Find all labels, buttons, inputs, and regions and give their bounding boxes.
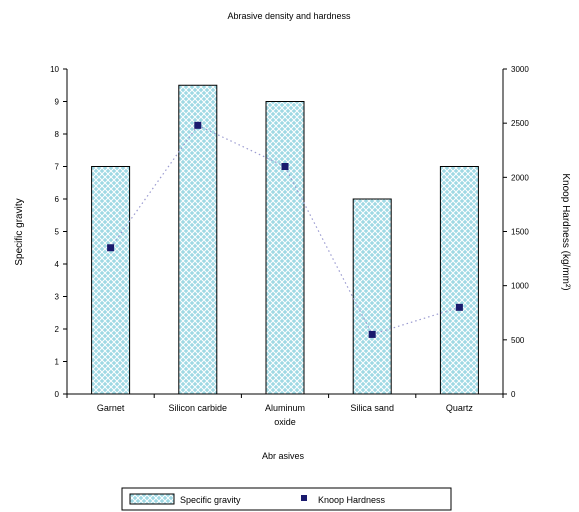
y-tick-label: 4 (55, 260, 60, 269)
x-tick-label: oxide (274, 417, 296, 427)
y-axis-label: Specific gravity (14, 198, 25, 265)
x-tick-label: Silicon carbide (169, 403, 228, 413)
plot-area: 0 1 2 3 4 5 6 7 8 9 10 0 500 1000 1500 2000 2500 3000 Garn… (50, 65, 529, 427)
x-tick-label: Silica sand (350, 403, 394, 413)
bar (352, 198, 392, 395)
bar (178, 84, 218, 395)
hardness-marker (107, 244, 115, 252)
bar (265, 101, 305, 395)
y2-tick-label: 500 (511, 336, 525, 345)
x-tick-label: Quartz (446, 403, 474, 413)
hardness-marker (455, 303, 463, 311)
hardness-line-segment (284, 166, 373, 335)
legend-frame (121, 487, 452, 511)
y2-tick-label: 2000 (511, 173, 529, 182)
legend-swatch-marker (301, 495, 307, 501)
y2-axis-label: Knoop Hardness (kg/mm²) (560, 173, 571, 290)
hardness-line-segment (372, 306, 460, 335)
y2-tick-label: 0 (511, 390, 516, 399)
legend: Specific gravity Knoop Hardness (121, 487, 452, 511)
hardness-marker (194, 121, 202, 129)
hardness-marker (281, 163, 289, 170)
y-tick-label: 3 (55, 293, 60, 302)
y-tick-label: 7 (55, 163, 60, 172)
y-tick-label: 2 (55, 325, 60, 334)
x-axis-label: Abr asives (262, 451, 305, 461)
hardness-marker (368, 330, 376, 338)
x-tick-label: Aluminum (265, 403, 305, 413)
y-tick-label: 9 (55, 98, 60, 107)
y2-tick-label: 1500 (511, 228, 529, 237)
y2-tick-label: 3000 (511, 65, 529, 74)
legend-swatch-bar (129, 493, 175, 505)
x-tick-label: Garnet (97, 403, 125, 413)
bar (439, 166, 479, 395)
y-tick-label: 6 (55, 195, 60, 204)
y-tick-label: 0 (55, 390, 60, 399)
y-tick-label: 10 (50, 65, 59, 74)
y2-tick-label: 2500 (511, 119, 529, 128)
legend-label-specific-gravity: Specific gravity (180, 495, 241, 505)
y-tick-label: 8 (55, 130, 60, 139)
y-tick-label: 5 (55, 228, 60, 237)
y2-tick-label: 1000 (511, 282, 529, 291)
y-tick-label: 1 (55, 358, 60, 367)
bar (91, 166, 131, 395)
chart-title: Abrasive density and hardness (227, 11, 351, 21)
legend-label-knoop-hardness: Knoop Hardness (318, 495, 386, 505)
